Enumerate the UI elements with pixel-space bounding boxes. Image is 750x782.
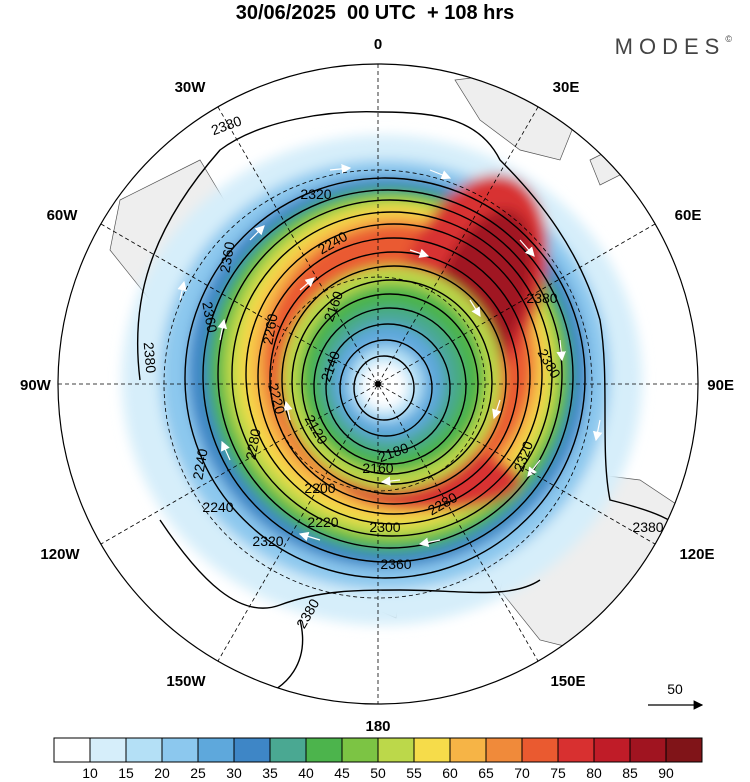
- colorbar: 10 15 20 25 30 35 40 45 50 55 60 65 70 75 80 85 90: [53, 737, 703, 781]
- brand-mark: ©: [725, 34, 732, 44]
- lon-label-150e: 150E: [550, 673, 585, 690]
- colorbar-tick-label: 85: [622, 765, 638, 781]
- contour-label: 2380: [141, 341, 160, 374]
- colorbar-swatch: [269, 737, 307, 763]
- colorbar-swatch: [665, 737, 703, 763]
- colorbar-tick-label: 10: [82, 765, 98, 781]
- brand-name: MODES: [614, 34, 726, 59]
- contour-label: 2320: [300, 186, 331, 202]
- lon-label-30w: 30W: [175, 79, 207, 96]
- contour-label: 2280: [242, 427, 263, 461]
- colorbar-tick-label: 45: [334, 765, 350, 781]
- colorbar-swatch: [125, 737, 163, 763]
- map-title: 30/06/2025 00 UTC + 108 hrs: [235, 2, 515, 24]
- colorbar-swatch: [629, 737, 667, 763]
- colorbar-swatch: [305, 737, 343, 763]
- contour-label: 2360: [380, 556, 411, 572]
- colorbar-tick-label: 70: [514, 765, 530, 781]
- contour-label: 2200: [304, 480, 335, 496]
- colorbar-swatch: [557, 737, 595, 763]
- contour-label: 2360: [199, 300, 220, 334]
- map-disk: [58, 64, 698, 704]
- lon-label-60e: 60E: [675, 207, 702, 224]
- contour-label: 2160: [362, 460, 393, 476]
- colorbar-tick-label: 55: [406, 765, 422, 781]
- pole-marker: [375, 381, 381, 387]
- colorbar-tick-label: 80: [586, 765, 602, 781]
- geopotential-contours: [136, 111, 691, 701]
- colorbar-tick-label: 65: [478, 765, 494, 781]
- lon-label-120e: 120E: [679, 546, 714, 563]
- lon-label-120w: 120W: [40, 546, 80, 563]
- contour-label: 2360: [216, 240, 237, 274]
- contour-2380-south: [159, 519, 541, 609]
- contour-label: 2220: [265, 382, 289, 416]
- colorbar-swatch: [485, 737, 523, 763]
- lon-label-30e: 30E: [553, 79, 580, 96]
- contour-label: 2320: [252, 533, 283, 549]
- contour-label: 2240: [202, 499, 233, 515]
- colorbar-tick-label: 50: [370, 765, 386, 781]
- colorbar-tick-label: 75: [550, 765, 566, 781]
- lon-label-150w: 150W: [166, 673, 206, 690]
- contour-label: 2380: [632, 519, 663, 535]
- colorbar-swatch: [197, 737, 235, 763]
- brand-logo: MODES©: [615, 34, 732, 60]
- colorbar-tick-label: 60: [442, 765, 458, 781]
- lon-label-90w: 90W: [20, 377, 52, 394]
- lon-label-60w: 60W: [47, 207, 79, 224]
- colorbar-swatch: [521, 737, 559, 763]
- lon-label-0: 0: [374, 36, 382, 53]
- colorbar-tick-label: 15: [118, 765, 134, 781]
- map-boundary: [57, 63, 699, 705]
- contour-label: 2300: [369, 519, 400, 535]
- colorbar-swatch: [341, 737, 379, 763]
- wind-vectors: [177, 164, 603, 548]
- colorbar-swatch: [53, 737, 91, 763]
- colorbar-tick-label: 30: [226, 765, 242, 781]
- colorbar-tick-label: 20: [154, 765, 170, 781]
- reference-vector-label: 50: [667, 681, 683, 697]
- lon-label-90e: 90E: [707, 377, 734, 394]
- contour-2380-outer: [136, 111, 691, 541]
- reference-vector: 50: [648, 681, 704, 710]
- colorbar-swatch: [161, 737, 199, 763]
- colorbar-swatch: [233, 737, 271, 763]
- colorbar-tick-label: 35: [262, 765, 278, 781]
- colorbar-swatch: [413, 737, 451, 763]
- longitude-labels: 0 30E 60E 90E 120E 150E 180 150W 120W 90…: [20, 36, 734, 735]
- contour-label: 2220: [307, 514, 338, 530]
- colorbar-swatch: [89, 737, 127, 763]
- colorbar-tick-label: 25: [190, 765, 206, 781]
- contour-label: 2240: [189, 447, 210, 481]
- lon-label-180: 180: [365, 718, 390, 735]
- colorbar-tick-label: 40: [298, 765, 314, 781]
- contour-label: 2260: [259, 312, 280, 346]
- colorbar-swatch: [377, 737, 415, 763]
- colorbar-swatch: [593, 737, 631, 763]
- graticule: [58, 64, 698, 704]
- contour-labels: 2380 2380 2380 2380 2380 2380 2360 2360 …: [141, 112, 664, 631]
- wind-speed-shading: [122, 135, 642, 625]
- colorbar-tick-label: 90: [658, 765, 674, 781]
- contour-label: 2380: [526, 290, 557, 306]
- colorbar-swatch: [449, 737, 487, 763]
